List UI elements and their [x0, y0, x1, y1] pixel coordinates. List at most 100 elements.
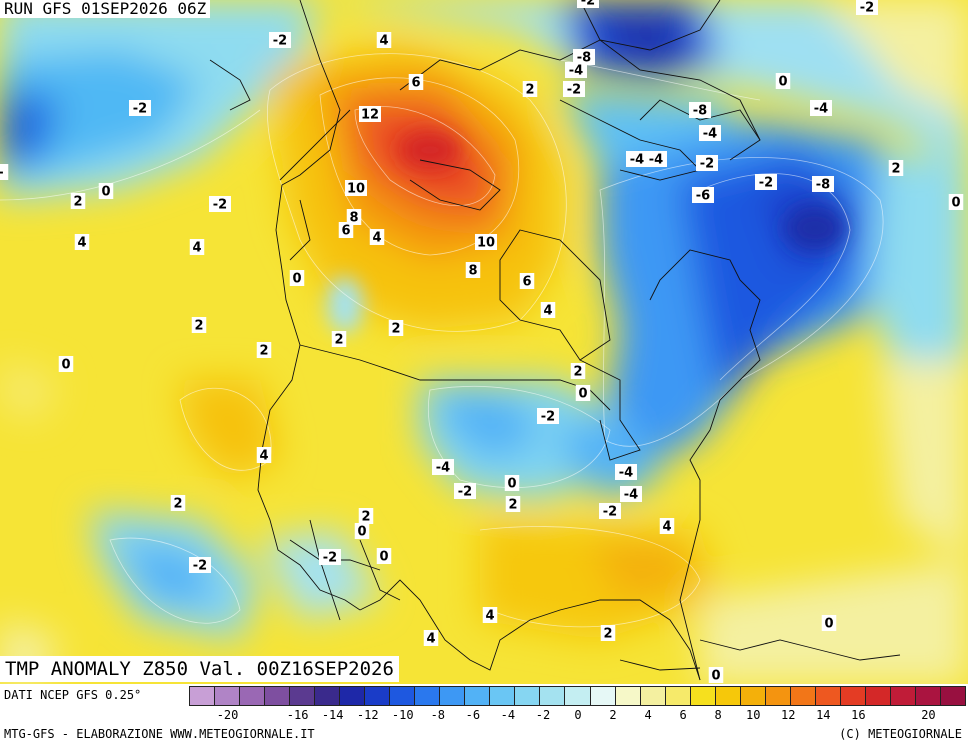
color-scale-cell: [364, 686, 391, 706]
color-scale-tick-label: -8: [430, 708, 446, 722]
isotherm-value-label: 4: [423, 630, 439, 647]
svg-text:0: 0: [711, 669, 720, 684]
svg-text:8: 8: [349, 211, 358, 226]
isotherm-value-label: 2: [505, 496, 521, 513]
svg-text:-4: -4: [436, 461, 450, 476]
color-scale-cell: [939, 686, 966, 706]
isotherm-value-label: 2: [331, 331, 347, 348]
color-scale-cell: [864, 686, 891, 706]
isotherm-value-label: 6: [519, 273, 535, 290]
svg-text:4: 4: [372, 231, 381, 246]
svg-text:2: 2: [573, 365, 582, 380]
svg-text:2: 2: [259, 344, 268, 359]
svg-text:0: 0: [61, 358, 70, 373]
svg-text:-4: -4: [703, 127, 717, 142]
color-scale-tick-label: -14: [321, 708, 344, 722]
run-label: RUN GFS 01SEP2026 06Z: [0, 0, 211, 18]
color-scale-cell: [314, 686, 341, 706]
anomaly-detail: [327, 132, 845, 333]
isotherm-value-label: 6: [338, 222, 354, 239]
svg-text:6: 6: [341, 224, 350, 239]
isotherm-value-label: -4: [615, 464, 637, 481]
isotherm-value-label: 4: [369, 229, 385, 246]
svg-text:0: 0: [778, 75, 787, 90]
svg-text:2: 2: [891, 162, 900, 177]
color-scale-tick-label: 20: [921, 708, 936, 722]
svg-text:10: 10: [477, 236, 495, 251]
svg-text:8: 8: [468, 264, 477, 279]
svg-text:2: 2: [603, 627, 612, 642]
isotherm-value-label: 0: [775, 73, 791, 90]
color-scale-tick-label: 2: [609, 708, 617, 722]
svg-text:-4: -4: [619, 466, 633, 481]
svg-text:0: 0: [951, 196, 960, 211]
color-scale-cell: [489, 686, 516, 706]
svg-text:4: 4: [426, 632, 435, 647]
color-scale-cell: [689, 686, 716, 706]
svg-text:0: 0: [578, 387, 587, 402]
data-source-label: DATI NCEP GFS 0.25°: [4, 688, 142, 702]
color-scale-tick-label: 8: [714, 708, 722, 722]
color-scale-ticks: -20 -16 -14 -12 -10 -8 -6 -4 -2 0 2 4 6 8 10 12 14 16 20: [190, 708, 966, 724]
svg-text:-2: -2: [567, 83, 581, 98]
svg-text:4: 4: [543, 304, 552, 319]
color-scale-tick-label: -10: [391, 708, 414, 722]
svg-text:2: 2: [73, 195, 82, 210]
isotherm-value-label: 4: [74, 234, 90, 251]
isotherm-value-label: 2: [358, 508, 374, 525]
isotherm-value-label: 0: [708, 667, 724, 684]
isotherm-value-label: -2: [563, 81, 585, 98]
color-scale-cell: [214, 686, 241, 706]
color-scale-cell: [764, 686, 791, 706]
color-scale-cell: [564, 686, 591, 706]
isotherm-value-label: 2: [388, 320, 404, 337]
svg-text:4: 4: [259, 449, 268, 464]
svg-text:-2: -2: [581, 0, 595, 9]
color-scale-tick-label: -16: [286, 708, 309, 722]
svg-text:-2: -2: [603, 505, 617, 520]
isotherm-value-label: -8: [689, 102, 711, 119]
color-scale-cell: [264, 686, 291, 706]
isotherm-value-label: -2: [537, 408, 559, 425]
color-scale-cell: [889, 686, 916, 706]
svg-text:2: 2: [334, 333, 343, 348]
svg-text:-4: -4: [814, 102, 828, 117]
isotherm-value-label: -4: [810, 100, 832, 117]
isotherm-value-label: 10: [345, 180, 367, 197]
color-scale-cell: [814, 686, 841, 706]
isotherm-value-label: -: [0, 164, 9, 181]
isotherm-value-label: 0: [354, 523, 370, 540]
svg-text:0: 0: [101, 185, 110, 200]
color-scale-cell: [664, 686, 691, 706]
isotherm-value-label: 0: [575, 385, 591, 402]
color-scale-cell: [239, 686, 266, 706]
color-scale-tick-label: -12: [356, 708, 379, 722]
color-scale-tick-label: -6: [465, 708, 481, 722]
isotherm-value-label: 2: [170, 495, 186, 512]
isotherm-value-label: 0: [504, 475, 520, 492]
svg-text:4: 4: [485, 609, 494, 624]
svg-text:-2: -2: [213, 198, 227, 213]
color-scale-cell: [439, 686, 466, 706]
isotherm-value-label: -4: [432, 459, 454, 476]
color-scale-tick-label: -4: [500, 708, 516, 722]
svg-text:-2: -2: [133, 102, 147, 117]
isotherm-value-label: -2: [189, 557, 211, 574]
isotherm-value-label: -2: [599, 503, 621, 520]
isotherm-value-label: -2: [319, 549, 341, 566]
color-scale-tick-label: 12: [781, 708, 796, 722]
svg-text:4: 4: [379, 34, 388, 49]
color-scale-cell: [739, 686, 766, 706]
isotherm-value-label: 4: [482, 607, 498, 624]
isotherm-value-label: 2: [600, 625, 616, 642]
isotherm-value-label: 0: [948, 194, 964, 211]
isotherm-value-label: 0: [58, 356, 74, 373]
color-scale-tick-label: 4: [644, 708, 652, 722]
svg-text:2: 2: [525, 83, 534, 98]
color-scale-cell: [189, 686, 216, 706]
isotherm-value-label: -2: [129, 100, 151, 117]
isotherm-value-label: 10: [475, 234, 497, 251]
